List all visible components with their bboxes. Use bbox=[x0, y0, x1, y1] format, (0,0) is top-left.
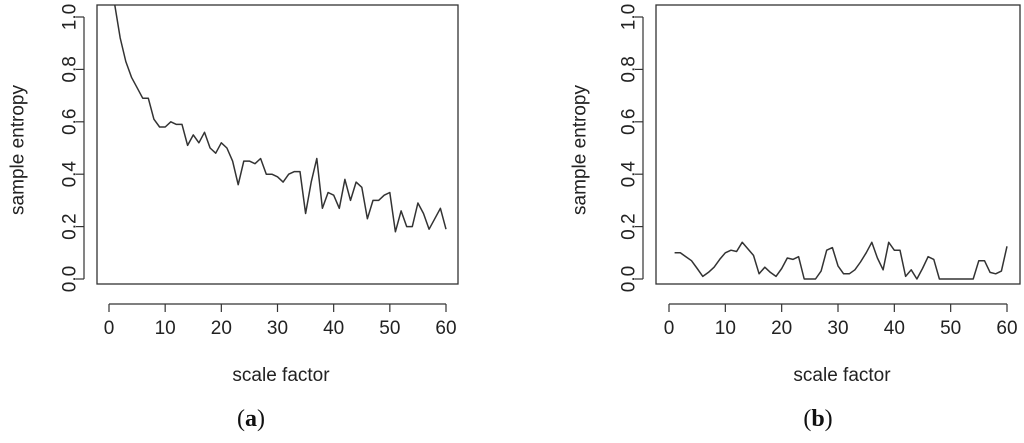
x-tick-label: 0 bbox=[104, 318, 115, 339]
x-tick-label: 20 bbox=[211, 318, 232, 339]
x-tick-label: 30 bbox=[827, 318, 848, 339]
x-tick-label: 50 bbox=[379, 318, 400, 339]
x-tick-label: 20 bbox=[771, 318, 792, 339]
x-tick-label: 60 bbox=[435, 318, 456, 339]
y-tick-label: 0.8 bbox=[619, 56, 640, 82]
y-axis-title: sample entropy bbox=[570, 85, 591, 215]
y-tick-label: 1.0 bbox=[60, 4, 81, 30]
y-tick-label: 0.0 bbox=[60, 266, 81, 292]
plot-frame bbox=[96, 4, 459, 285]
y-tick-label: 0.0 bbox=[619, 266, 640, 292]
y-tick-label: 0.2 bbox=[619, 213, 640, 239]
y-tick-label: 0.2 bbox=[60, 213, 81, 239]
y-tick-label: 1.0 bbox=[619, 4, 640, 30]
y-tick-label: 0.6 bbox=[60, 109, 81, 135]
x-tick-label: 60 bbox=[996, 318, 1017, 339]
chart-panel-a: 0 10 20 30 40 50 60 0.0 0.2 0.4 0.6 0.8 1.0 scale fac… bbox=[8, 4, 459, 432]
series-line bbox=[114, 5, 447, 233]
y-tick-label: 0.4 bbox=[60, 161, 81, 188]
x-axis-title: scale factor bbox=[232, 365, 330, 386]
series-line bbox=[674, 241, 1008, 280]
y-tick-label: 0.4 bbox=[619, 161, 640, 188]
x-tick-label: 10 bbox=[155, 318, 176, 339]
x-tick-label: 10 bbox=[715, 318, 736, 339]
plot-frame bbox=[655, 4, 1021, 285]
y-tick-label: 0.8 bbox=[60, 56, 81, 82]
y-axis-title: sample entropy bbox=[8, 85, 29, 215]
x-tick-label: 40 bbox=[884, 318, 905, 339]
panel-label: (b) bbox=[803, 406, 832, 432]
x-tick-label: 40 bbox=[323, 318, 344, 339]
x-axis-title: scale factor bbox=[793, 365, 891, 386]
panel-label: (a) bbox=[237, 406, 265, 432]
chart-panel-b: 0 10 20 30 40 50 60 0.0 0.2 0.4 0.6 0.8 1.0 scale fac… bbox=[570, 4, 1021, 432]
x-tick-label: 30 bbox=[267, 318, 288, 339]
y-tick-label: 0.6 bbox=[619, 109, 640, 135]
x-tick-label: 50 bbox=[940, 318, 961, 339]
x-tick-label: 0 bbox=[664, 318, 675, 339]
